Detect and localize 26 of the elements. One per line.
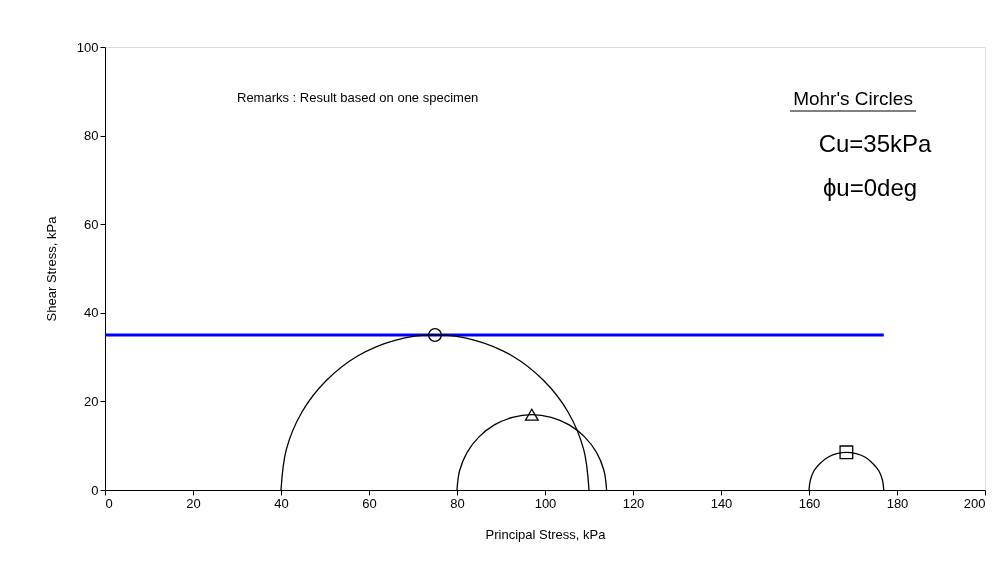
x-tick-label: 160: [798, 495, 821, 511]
point: [524, 408, 539, 421]
annotation: Remarks : Result based on one specimen: [237, 90, 479, 105]
y-tick-label: 80: [84, 128, 99, 144]
y-tick-label: 60: [84, 216, 99, 232]
annotation: ϕu=0deg: [822, 174, 918, 201]
point: [428, 327, 442, 342]
x-tick-label: 140: [710, 495, 733, 511]
annotation: Mohr's Circles: [793, 88, 913, 109]
point: [839, 445, 854, 460]
x-tick-label: 20: [186, 495, 201, 511]
x-tick-label: 200: [963, 495, 986, 511]
x-tick-label: 0: [105, 495, 113, 511]
y-axis-title: Shear Stress, kPa: [43, 215, 59, 322]
y-tick-label: 40: [84, 305, 99, 321]
x-tick-label: 60: [362, 495, 377, 511]
x-tick-label: 120: [622, 495, 645, 511]
x-tick-label: 180: [886, 495, 909, 511]
y-tick-label: 0: [91, 482, 99, 498]
x-tick-label: 40: [274, 495, 289, 511]
x-axis-title: Principal Stress, kPa: [485, 526, 607, 542]
annotation: Cu=35kPa: [818, 130, 933, 157]
x-tick-label: 80: [450, 495, 465, 511]
x-tick-label: 100: [534, 495, 557, 511]
y-tick-label: 100: [76, 39, 99, 55]
y-tick-label: 20: [84, 393, 99, 409]
